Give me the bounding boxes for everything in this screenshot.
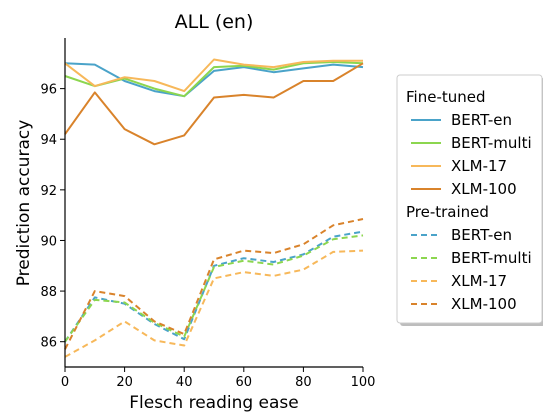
legend-group-heading: Fine-tuned: [406, 88, 486, 106]
legend-label: BERT-en: [451, 111, 512, 129]
legend-label: BERT-multi: [451, 134, 532, 152]
legend-items: Fine-tuned BERT-en BERT-multi XLM-17 XLM-100…: [406, 88, 532, 313]
y-tick-label: 88: [40, 285, 57, 300]
x-ticks: 0 20 40 60 80 100: [61, 367, 376, 390]
x-axis-title: Flesch reading ease: [129, 393, 299, 413]
x-tick-label: 0: [61, 375, 69, 390]
legend-group-heading: Pre-trained: [406, 203, 489, 221]
y-ticks: 86 88 90 92 94 96: [40, 83, 65, 351]
series-line-pre-trained-xlm-100: [64, 218, 364, 350]
x-tick-label: 100: [351, 375, 376, 390]
x-tick-label: 80: [295, 375, 312, 390]
y-tick-label: 96: [40, 83, 57, 98]
legend-label: XLM-17: [451, 272, 507, 290]
y-tick-label: 94: [40, 133, 57, 148]
series-line-fine-tuned-xlm-100: [64, 62, 364, 146]
series-line-fine-tuned-bert-en: [64, 62, 364, 98]
legend-label: XLM-17: [451, 157, 507, 175]
legend-label: BERT-en: [451, 226, 512, 244]
y-tick-label: 92: [40, 184, 57, 199]
legend-label: BERT-multi: [451, 249, 532, 267]
x-tick-label: 20: [116, 375, 133, 390]
legend-box: [396, 74, 543, 324]
x-tick-label: 60: [236, 375, 253, 390]
y-axis-title: Prediction accuracy: [14, 120, 34, 287]
legend-label: XLM-100: [451, 180, 517, 198]
legend-label: XLM-100: [451, 295, 517, 313]
x-tick-label: 40: [176, 375, 193, 390]
y-tick-label: 90: [40, 234, 57, 249]
series-line-pre-trained-xlm-17: [64, 249, 364, 358]
plot-lines: [64, 58, 364, 358]
legend: Fine-tuned BERT-en BERT-multi XLM-17 XLM-100…: [396, 74, 543, 326]
chart-title: ALL (en): [175, 11, 254, 33]
series-line-pre-trained-bert-multi: [64, 234, 364, 343]
y-tick-label: 86: [40, 336, 57, 351]
series-line-fine-tuned-xlm-17: [64, 58, 363, 93]
